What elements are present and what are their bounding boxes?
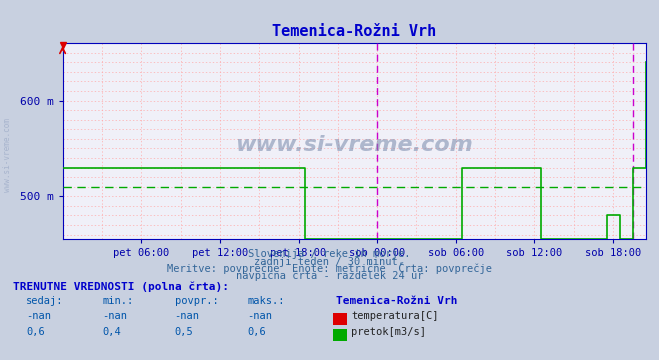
Text: min.:: min.:: [102, 296, 133, 306]
Title: Temenica-Rožni Vrh: Temenica-Rožni Vrh: [272, 24, 436, 39]
Text: 0,4: 0,4: [102, 327, 121, 337]
Text: temperatura[C]: temperatura[C]: [351, 311, 439, 321]
Text: Meritve: povprečne  Enote: metrične  Črta: povprečje: Meritve: povprečne Enote: metrične Črta:…: [167, 262, 492, 274]
Text: -nan: -nan: [175, 311, 200, 321]
Text: 0,6: 0,6: [26, 327, 45, 337]
Text: pretok[m3/s]: pretok[m3/s]: [351, 327, 426, 337]
Text: sedaj:: sedaj:: [26, 296, 64, 306]
Text: TRENUTNE VREDNOSTI (polna črta):: TRENUTNE VREDNOSTI (polna črta):: [13, 281, 229, 292]
Text: www.si-vreme.com: www.si-vreme.com: [235, 135, 473, 155]
Text: 0,6: 0,6: [247, 327, 266, 337]
Text: povpr.:: povpr.:: [175, 296, 218, 306]
Text: zadnji teden / 30 minut.: zadnji teden / 30 minut.: [254, 257, 405, 267]
Text: -nan: -nan: [247, 311, 272, 321]
Text: Slovenija / reke in morje.: Slovenija / reke in morje.: [248, 249, 411, 260]
Text: -nan: -nan: [102, 311, 127, 321]
Text: maks.:: maks.:: [247, 296, 285, 306]
Text: www.si-vreme.com: www.si-vreme.com: [3, 118, 13, 192]
Text: -nan: -nan: [26, 311, 51, 321]
Text: 0,5: 0,5: [175, 327, 193, 337]
Text: navpična črta - razdelek 24 ur: navpična črta - razdelek 24 ur: [236, 270, 423, 281]
Text: Temenica-Rožni Vrh: Temenica-Rožni Vrh: [336, 296, 457, 306]
